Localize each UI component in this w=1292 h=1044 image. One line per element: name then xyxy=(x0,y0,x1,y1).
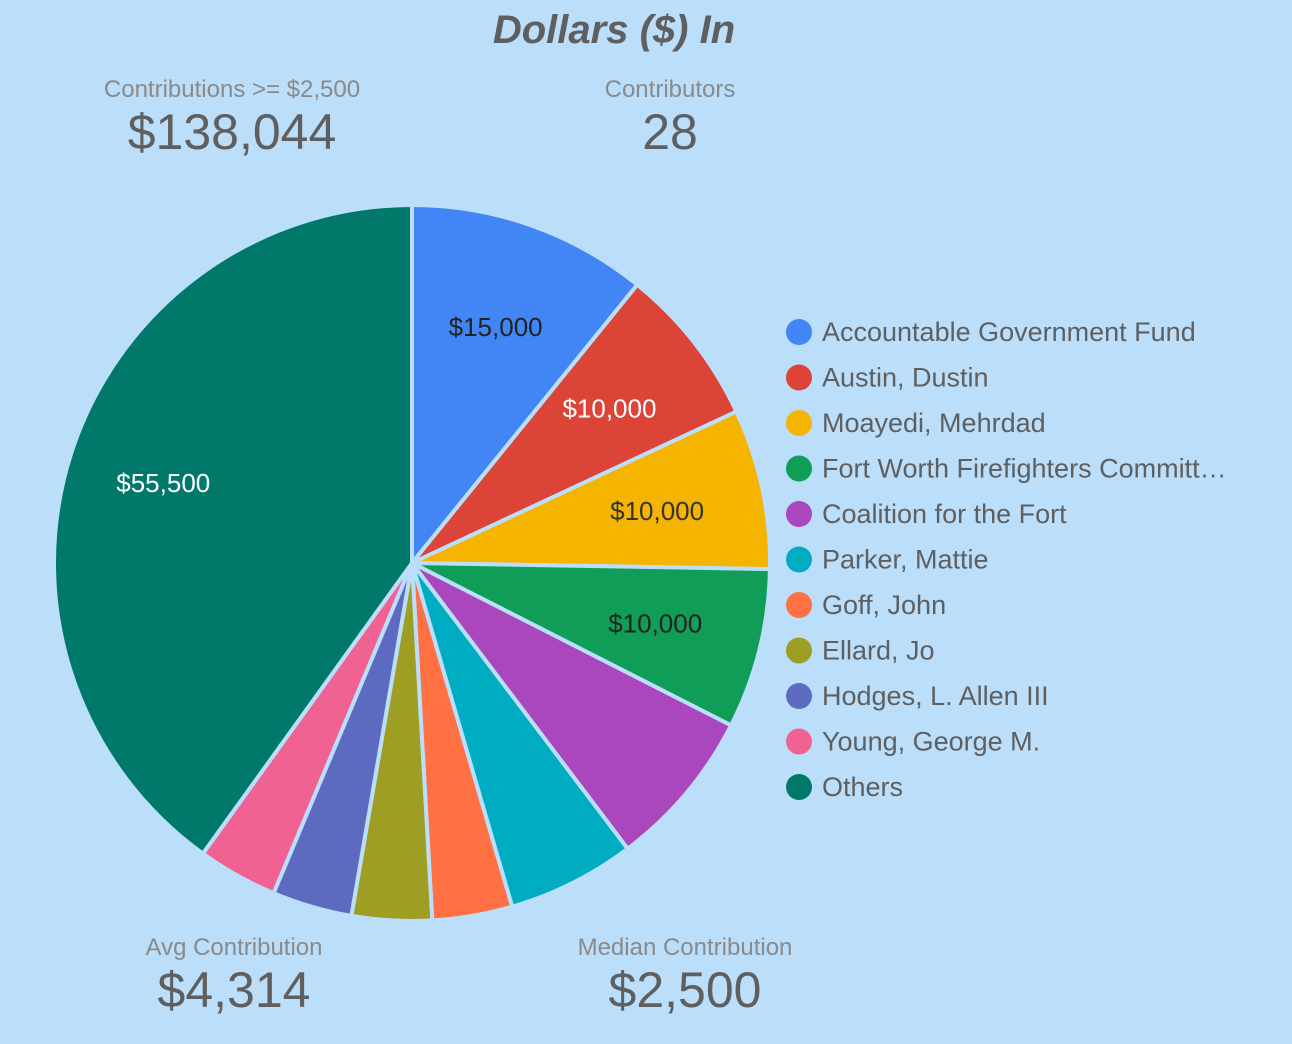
legend-swatch[interactable] xyxy=(786,455,812,482)
pie-slice-3[interactable] xyxy=(410,561,772,728)
kpi-value: $2,500 xyxy=(608,962,762,1018)
slice-value-label: $10,000 xyxy=(608,609,702,639)
pie-slice-10[interactable] xyxy=(52,203,414,856)
legend-swatch[interactable] xyxy=(786,592,812,618)
kpi-label: Contributors xyxy=(604,76,736,103)
slice-value-label: $10,000 xyxy=(610,496,704,526)
kpi-contributors: Contributors 28 xyxy=(520,76,820,160)
kpi-label: Contributions >= $2,500 xyxy=(103,76,361,103)
legend-swatch[interactable] xyxy=(786,501,812,527)
chart-title: Dollars ($) In xyxy=(492,8,736,52)
kpi-value: $138,044 xyxy=(127,104,337,160)
pie-slice-2[interactable] xyxy=(410,409,772,572)
pie-slice-4[interactable] xyxy=(410,561,734,851)
legend-swatch[interactable] xyxy=(786,319,812,345)
legend-label[interactable]: Hodges, L. Allen III xyxy=(822,681,1049,711)
legend-label[interactable]: Moayedi, Mehrdad xyxy=(822,408,1046,438)
legend-label[interactable]: Goff, John xyxy=(822,590,946,620)
legend-label[interactable]: Accountable Government Fund xyxy=(822,317,1196,347)
legend-swatch[interactable] xyxy=(786,637,812,664)
legend-swatch[interactable] xyxy=(786,364,812,391)
kpi-label: Avg Contribution xyxy=(145,934,323,961)
legend-swatch[interactable] xyxy=(786,546,812,573)
pie-slice-1[interactable] xyxy=(410,282,739,565)
kpi-value: $4,314 xyxy=(157,962,311,1018)
pie-slice-labels: $15,000 $10,000 $10,000 $10,000 $55,500 xyxy=(116,312,704,639)
slice-value-label: $10,000 xyxy=(562,394,656,424)
kpi-value: 28 xyxy=(642,104,698,160)
kpi-median-contribution: Median Contribution $2,500 xyxy=(520,934,850,1018)
legend: Accountable Government Fund Austin, Dusti… xyxy=(786,317,1227,802)
legend-swatch[interactable] xyxy=(786,728,812,755)
pie-slice-5[interactable] xyxy=(410,561,630,909)
slice-value-label: $55,500 xyxy=(116,468,210,498)
legend-label[interactable]: Young, George M. xyxy=(822,727,1040,757)
legend-swatch[interactable] xyxy=(786,410,812,436)
legend-label[interactable]: Fort Worth Firefighters Committ… xyxy=(822,454,1227,484)
legend-label[interactable]: Austin, Dustin xyxy=(822,363,989,393)
legend-label[interactable]: Others xyxy=(822,772,903,802)
slice-value-label: $15,000 xyxy=(449,312,543,342)
pie-slice-0[interactable] xyxy=(410,203,640,565)
legend-label[interactable]: Parker, Mattie xyxy=(822,545,989,575)
kpi-avg-contribution: Avg Contribution $4,314 xyxy=(84,934,384,1018)
kpi-label: Median Contribution xyxy=(577,934,793,961)
legend-label[interactable]: Ellard, Jo xyxy=(822,636,935,666)
pie-slices xyxy=(52,203,772,923)
legend-label[interactable]: Coalition for the Fort xyxy=(822,499,1067,529)
legend-swatch[interactable] xyxy=(786,683,812,709)
kpi-contributions-total: Contributions >= $2,500 $138,044 xyxy=(52,76,412,160)
legend-swatch[interactable] xyxy=(786,774,812,800)
